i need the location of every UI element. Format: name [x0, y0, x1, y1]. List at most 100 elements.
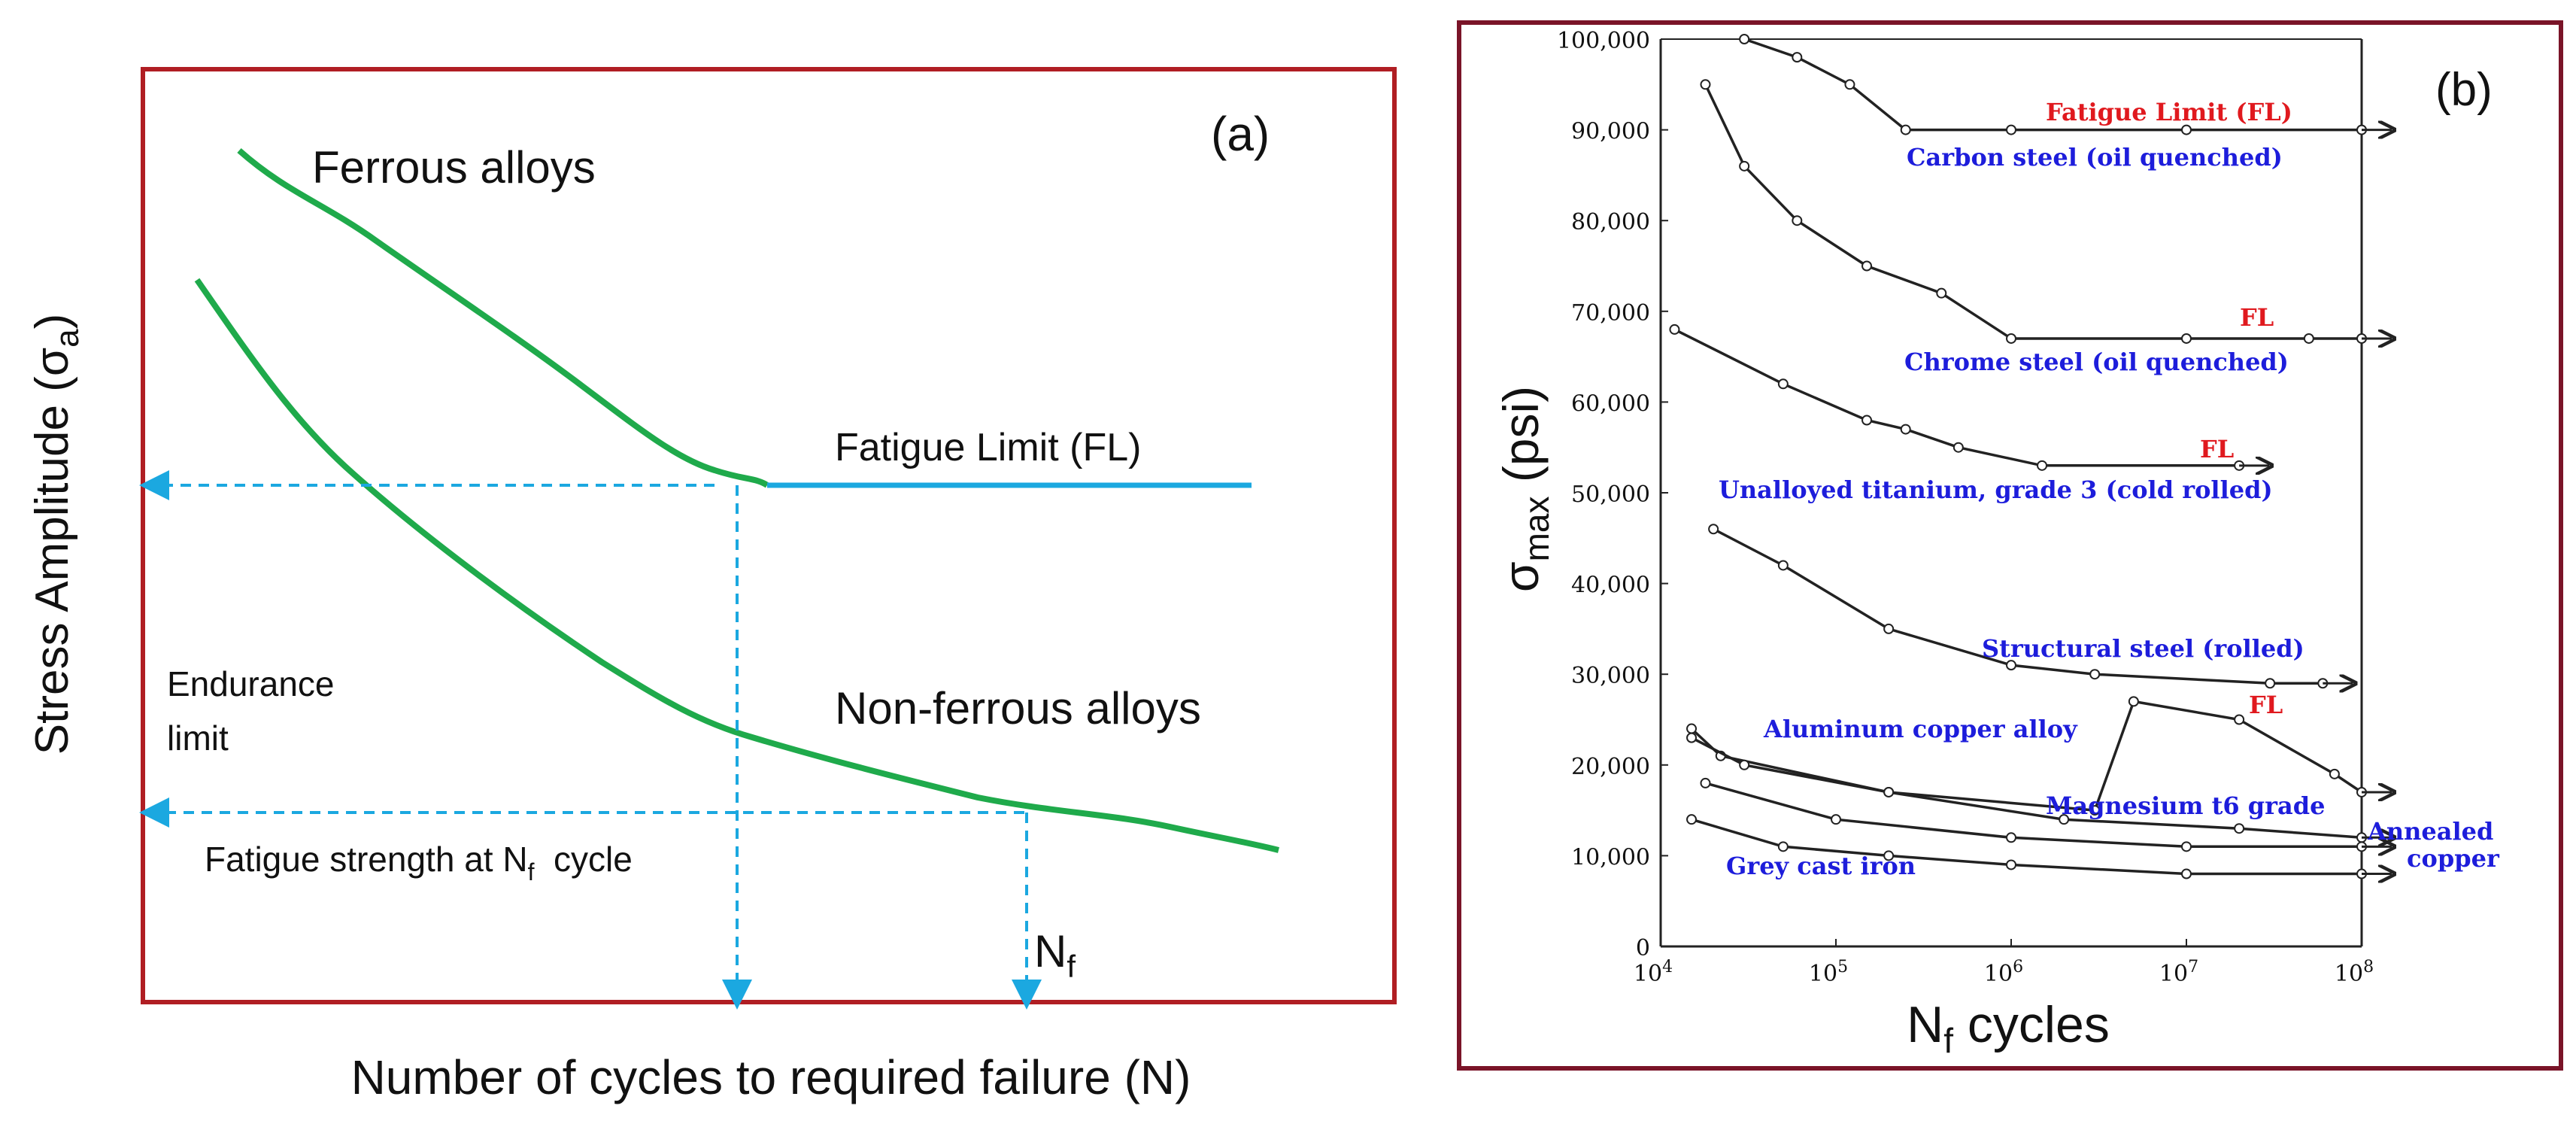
- data-point: [1686, 732, 1698, 743]
- y-tick-label: 40,000: [1571, 573, 1650, 599]
- data-point: [1900, 424, 1911, 435]
- data-point: [2234, 714, 2245, 725]
- fatigue-limit-label: Fatigue Limit (FL): [835, 426, 1141, 469]
- data-point: [1777, 378, 1789, 390]
- fl-label-structural: FL: [2249, 691, 2283, 719]
- panel-b-curves: [1669, 34, 2392, 879]
- y-tick-label: 50,000: [1571, 481, 1650, 508]
- data-point: [1739, 160, 1750, 172]
- data-point: [2181, 124, 2192, 135]
- data-point: [2181, 868, 2192, 879]
- carbon-steel-label: Carbon steel (oil quenched): [1907, 143, 2283, 172]
- magnesium-label: Magnesium t6 grade: [2046, 791, 2325, 820]
- panel-a-xlabel: Number of cycles to required failure (N): [351, 1050, 1191, 1104]
- y-tick-label: 60,000: [1571, 390, 1650, 417]
- y-tick-label: 10,000: [1571, 844, 1650, 870]
- series-line: [1743, 38, 2362, 132]
- data-point: [1739, 34, 1750, 44]
- data-point: [1700, 79, 1711, 90]
- y-tick-label: 80,000: [1571, 209, 1650, 235]
- data-point: [1700, 777, 1711, 788]
- structural-steel-label: Structural steel (rolled): [1982, 634, 2304, 663]
- ferrous-curve: [237, 148, 769, 488]
- ferrous-label: Ferrous alloys: [312, 142, 596, 193]
- x-tick-label: 108: [2335, 958, 2374, 987]
- y-tick-label: 20,000: [1571, 754, 1650, 780]
- data-point: [2006, 832, 2016, 843]
- y-tick-label: 30,000: [1571, 663, 1650, 689]
- fl-label-chrome: FL: [2240, 303, 2274, 332]
- data-point: [1952, 442, 1964, 453]
- y-tick-label: 90,000: [1571, 119, 1650, 145]
- data-point: [1936, 287, 1947, 299]
- copper-label-line1: Annealed: [2367, 817, 2493, 846]
- data-point: [1883, 786, 1895, 797]
- series-line: [1690, 728, 2362, 840]
- fatigue-strength-label: Fatigue strength at Nf cycle: [205, 840, 633, 885]
- data-point: [2037, 460, 2048, 471]
- data-point: [2329, 768, 2340, 779]
- data-point: [2089, 669, 2101, 680]
- data-point: [1669, 324, 1680, 335]
- data-point: [1686, 723, 1698, 734]
- data-point: [2128, 696, 2139, 707]
- data-point: [2006, 660, 2016, 671]
- panel-a-label: (a): [1211, 107, 1270, 161]
- data-point: [1792, 215, 1803, 226]
- x-tick-label: 107: [2159, 958, 2198, 987]
- panel-b-frame: [1457, 20, 2563, 1071]
- data-point: [1883, 623, 1895, 634]
- copper-label-line2: copper: [2407, 844, 2500, 873]
- data-point: [1883, 850, 1895, 861]
- panel-b: (b) 0 10,000 20,000 30,000 40,000 50,000 60,00…: [1457, 20, 2563, 1071]
- panel-b-xlabel: Nf cycles: [1907, 996, 2110, 1060]
- x-tick-label: 106: [1984, 958, 2023, 987]
- chrome-steel-label: Chrome steel (oil quenched): [1904, 348, 2289, 376]
- panel-a: (a) Ferrous alloys Fatigue Limit (FL) No…: [26, 67, 1397, 1104]
- nonferrous-label: Non-ferrous alloys: [835, 683, 1201, 734]
- data-point: [2181, 841, 2192, 852]
- panel-a-frame: [141, 67, 1397, 1004]
- data-point: [1777, 841, 1789, 852]
- data-point: [2089, 805, 2101, 816]
- series-line: [1704, 84, 2362, 340]
- aluminum-label: Aluminum copper alloy: [1763, 715, 2078, 743]
- panel-b-label: (b): [2435, 64, 2493, 116]
- endurance-label-line2: limit: [167, 718, 229, 758]
- data-point: [1708, 524, 1719, 535]
- data-point: [1792, 52, 1803, 63]
- data-point: [1861, 260, 1873, 272]
- y-tick-label: 100,000: [1557, 28, 1650, 54]
- data-point: [2303, 333, 2314, 344]
- panel-b-x-ticks: 104 105 106 107 108: [1634, 939, 2374, 987]
- data-point: [2006, 124, 2016, 135]
- nf-label: Nf: [1034, 926, 1076, 984]
- data-point: [2234, 823, 2245, 834]
- series-line: [1691, 700, 2362, 812]
- data-point: [2181, 333, 2192, 344]
- panel-b-ylabel: σmax (psi): [1493, 386, 1556, 592]
- data-point: [1777, 560, 1789, 571]
- titanium-label: Unalloyed titanium, grade 3 (cold rolled…: [1719, 475, 2273, 504]
- data-point: [2265, 678, 2276, 689]
- x-tick-label: 104: [1634, 958, 1673, 987]
- cast-iron-label: Grey cast iron: [1726, 852, 1916, 880]
- data-point: [1831, 814, 1841, 825]
- data-point: [1844, 79, 1855, 90]
- x-tick-label: 105: [1809, 958, 1848, 987]
- data-point: [1686, 814, 1698, 825]
- data-point: [2006, 859, 2016, 870]
- panel-b-y-ticks: 0 10,000 20,000 30,000 40,000 50,000 60,000 70,…: [1557, 28, 1668, 961]
- data-point: [2006, 333, 2016, 344]
- data-point: [1739, 759, 1750, 770]
- fl-title-label: Fatigue Limit (FL): [2046, 98, 2292, 126]
- nonferrous-curve: [194, 278, 1279, 853]
- fl-label-titanium: FL: [2200, 435, 2234, 463]
- data-point: [2059, 814, 2070, 825]
- panel-a-ylabel: Stress Amplitude (σa): [26, 314, 86, 755]
- y-tick-label: 70,000: [1571, 300, 1650, 327]
- data-point: [1861, 415, 1873, 426]
- data-point: [1900, 124, 1911, 135]
- y-tick-label: 0: [1636, 935, 1650, 961]
